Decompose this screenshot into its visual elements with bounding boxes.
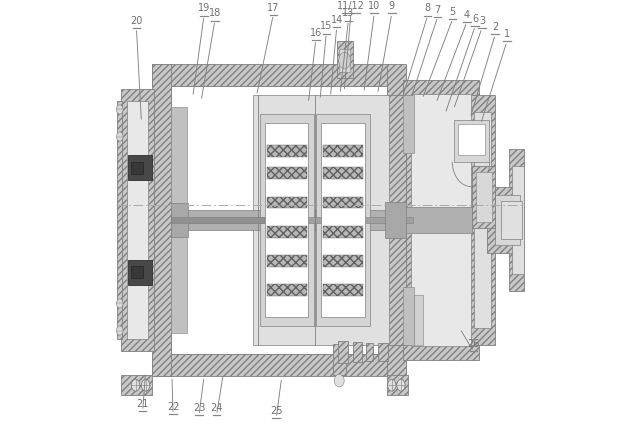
- Bar: [267, 226, 307, 237]
- Bar: [323, 167, 363, 179]
- Text: 15: 15: [320, 22, 332, 31]
- Bar: [321, 123, 365, 317]
- Bar: [265, 123, 308, 317]
- Bar: [171, 86, 387, 353]
- Bar: [366, 343, 373, 361]
- Ellipse shape: [388, 379, 396, 391]
- Bar: [316, 114, 370, 326]
- Bar: [487, 187, 518, 253]
- Bar: [267, 167, 307, 179]
- Bar: [267, 145, 307, 157]
- Bar: [337, 341, 348, 362]
- Bar: [403, 80, 479, 360]
- Bar: [259, 114, 314, 326]
- Text: 25: 25: [270, 406, 282, 416]
- Ellipse shape: [116, 326, 123, 335]
- Bar: [171, 209, 421, 230]
- Bar: [387, 64, 406, 376]
- Bar: [337, 40, 353, 78]
- Bar: [323, 145, 363, 157]
- Text: 23: 23: [193, 403, 205, 413]
- Text: 8: 8: [424, 3, 431, 13]
- Text: 18: 18: [209, 9, 221, 18]
- Bar: [171, 217, 264, 223]
- Bar: [385, 203, 406, 237]
- Text: 19: 19: [198, 3, 210, 13]
- Bar: [267, 255, 307, 267]
- Bar: [403, 95, 414, 153]
- Text: 11/12: 11/12: [337, 1, 365, 11]
- Bar: [120, 375, 152, 395]
- Text: 26: 26: [467, 339, 480, 349]
- Bar: [128, 261, 152, 285]
- Text: 24: 24: [211, 403, 223, 413]
- Bar: [476, 172, 492, 222]
- Text: 14: 14: [331, 15, 343, 25]
- Text: 20: 20: [130, 16, 143, 26]
- Ellipse shape: [339, 52, 351, 69]
- Bar: [152, 64, 171, 376]
- Bar: [353, 342, 362, 362]
- Bar: [495, 195, 520, 245]
- Bar: [152, 64, 388, 86]
- Bar: [458, 124, 485, 155]
- Bar: [323, 284, 363, 296]
- Bar: [509, 149, 524, 291]
- Bar: [171, 203, 188, 236]
- Bar: [323, 197, 363, 208]
- Bar: [454, 120, 489, 162]
- Text: 9: 9: [388, 1, 395, 11]
- Bar: [253, 95, 389, 345]
- Ellipse shape: [141, 379, 150, 391]
- Bar: [502, 201, 522, 239]
- Text: 16: 16: [310, 28, 322, 38]
- Text: 2: 2: [492, 22, 499, 32]
- Bar: [127, 101, 148, 339]
- Bar: [120, 89, 154, 351]
- Bar: [267, 197, 307, 208]
- Bar: [339, 49, 350, 72]
- Bar: [131, 162, 143, 174]
- Text: 6: 6: [472, 14, 478, 24]
- Bar: [171, 108, 187, 333]
- Bar: [323, 255, 363, 267]
- Bar: [512, 166, 524, 274]
- Bar: [131, 266, 143, 278]
- Bar: [403, 287, 414, 345]
- Text: 22: 22: [167, 402, 179, 412]
- Bar: [414, 295, 422, 345]
- Text: 1: 1: [504, 29, 510, 39]
- Bar: [323, 226, 363, 237]
- Bar: [472, 166, 495, 228]
- Text: 10: 10: [368, 1, 380, 11]
- Bar: [333, 344, 346, 375]
- Bar: [128, 155, 152, 180]
- Ellipse shape: [116, 105, 123, 114]
- Ellipse shape: [131, 379, 140, 391]
- Text: 7: 7: [435, 5, 441, 15]
- Bar: [387, 375, 408, 395]
- Bar: [470, 95, 495, 345]
- Text: 5: 5: [449, 7, 456, 17]
- Ellipse shape: [397, 379, 405, 391]
- Bar: [152, 353, 388, 376]
- Ellipse shape: [116, 299, 123, 308]
- Bar: [411, 94, 472, 346]
- Bar: [171, 217, 413, 223]
- Text: 4: 4: [464, 10, 470, 20]
- Text: 17: 17: [267, 3, 280, 12]
- Bar: [403, 207, 472, 233]
- Bar: [117, 101, 122, 339]
- Ellipse shape: [334, 375, 344, 387]
- Text: 3: 3: [479, 16, 485, 26]
- Text: 13: 13: [342, 9, 355, 18]
- Bar: [474, 111, 491, 329]
- Ellipse shape: [116, 132, 123, 141]
- Bar: [387, 95, 406, 345]
- Bar: [267, 284, 307, 296]
- Bar: [378, 344, 388, 361]
- Text: 21: 21: [136, 399, 149, 409]
